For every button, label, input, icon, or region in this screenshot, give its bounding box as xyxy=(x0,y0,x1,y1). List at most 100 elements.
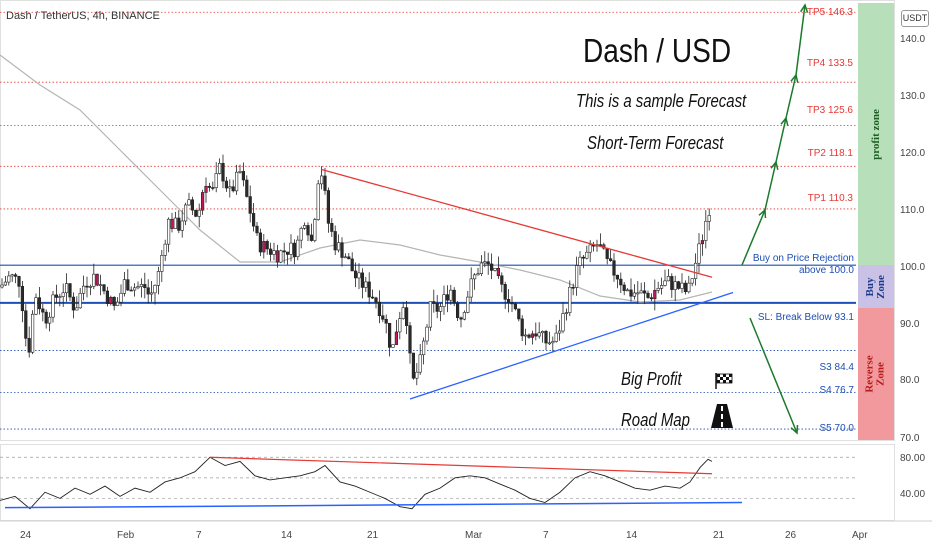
candle-body xyxy=(551,341,555,344)
candle-body xyxy=(47,316,52,324)
candle-body xyxy=(85,285,89,288)
candle-body xyxy=(615,274,619,280)
price-tick: 70.0 xyxy=(900,433,920,444)
candle-body xyxy=(530,333,534,338)
candle-body xyxy=(207,185,212,188)
candle-body xyxy=(483,261,487,264)
candle-body xyxy=(180,220,184,231)
candle-body xyxy=(360,272,365,288)
candle-body xyxy=(333,231,337,251)
candle-body xyxy=(649,297,653,300)
time-tick: 14 xyxy=(626,530,638,541)
candle-body xyxy=(51,294,55,318)
candle-body xyxy=(289,242,293,255)
candle-body xyxy=(75,307,79,311)
candle-body xyxy=(642,290,647,294)
candle-body xyxy=(544,331,548,344)
candle-body xyxy=(404,307,409,326)
candle-body xyxy=(78,292,82,309)
rsi-line xyxy=(0,456,713,510)
candle-body xyxy=(486,261,490,265)
candle-body xyxy=(228,186,232,189)
candle-body xyxy=(211,187,215,189)
candle-body xyxy=(612,260,616,276)
candle-body xyxy=(381,315,385,320)
candle-body xyxy=(697,243,701,264)
candle-body xyxy=(245,179,249,197)
candle-body xyxy=(204,185,208,193)
candle-body xyxy=(238,171,242,173)
candle-body xyxy=(133,287,137,291)
candle-body xyxy=(65,283,69,294)
candle-body xyxy=(177,217,181,231)
candle-body xyxy=(170,218,174,229)
candle-body xyxy=(670,276,674,290)
candle-body xyxy=(353,270,358,279)
candle-body xyxy=(61,292,65,297)
candle-body xyxy=(438,306,443,312)
price-tick: 130.0 xyxy=(900,91,926,102)
candle-body xyxy=(561,313,565,332)
candle-body xyxy=(636,292,640,295)
candle-body xyxy=(653,290,657,300)
candle-body xyxy=(88,286,92,288)
candle-body xyxy=(449,289,453,301)
candle-body xyxy=(268,248,273,255)
candle-body xyxy=(391,344,395,348)
tp4-label: TP4 133.5 xyxy=(806,58,853,69)
reverse-zone: Reverse Zone xyxy=(858,308,894,440)
candle-body xyxy=(27,338,31,353)
candle-body xyxy=(136,286,140,289)
candle-body xyxy=(707,215,711,222)
candle-body xyxy=(214,173,218,188)
candle-body xyxy=(241,171,246,181)
candle-body xyxy=(500,275,504,285)
candle-body xyxy=(520,318,524,337)
time-tick: Mar xyxy=(465,530,483,541)
candle-body xyxy=(571,286,575,289)
checkered-flag-icon xyxy=(714,372,734,390)
candle-body xyxy=(282,250,286,253)
s4-label: S4 76.7 xyxy=(819,385,854,396)
candle-body xyxy=(112,296,116,306)
main-title: Dash / USD xyxy=(583,32,732,69)
candle-body xyxy=(700,240,704,245)
candle-body xyxy=(190,199,195,211)
currency-badge[interactable]: USDT xyxy=(901,10,929,27)
candle-body xyxy=(41,308,45,313)
price-tick: 100.0 xyxy=(900,262,926,273)
candle-body xyxy=(99,284,103,286)
candle-body xyxy=(510,302,514,305)
time-tick: 26 xyxy=(785,530,797,541)
candle-body xyxy=(564,312,568,314)
time-tick: 21 xyxy=(367,530,379,541)
candle-body xyxy=(503,284,507,300)
candle-body xyxy=(394,331,399,345)
candle-body xyxy=(187,199,191,206)
candle-body xyxy=(20,286,25,312)
candle-body xyxy=(156,271,161,286)
candle-body xyxy=(7,275,11,283)
candle-body xyxy=(330,223,334,232)
candle-body xyxy=(493,267,497,271)
candle-body xyxy=(374,297,378,303)
candle-body xyxy=(143,284,147,289)
candle-body xyxy=(578,256,582,266)
candle-body xyxy=(37,297,41,310)
candle-body xyxy=(690,278,694,284)
candle-body xyxy=(95,273,99,286)
candle-body xyxy=(622,284,626,291)
candle-body xyxy=(625,289,630,292)
candle-body xyxy=(139,284,144,287)
candle-body xyxy=(129,289,133,292)
candle-body xyxy=(673,281,677,290)
candle-body xyxy=(326,190,331,224)
candle-body xyxy=(687,282,691,293)
candle-body xyxy=(17,276,21,287)
candle-body xyxy=(540,331,545,334)
candle-body xyxy=(248,196,252,214)
candle-body xyxy=(656,288,660,291)
candle-body xyxy=(231,186,235,192)
candle-body xyxy=(272,250,276,255)
profit-zone: profit zone xyxy=(858,3,894,265)
